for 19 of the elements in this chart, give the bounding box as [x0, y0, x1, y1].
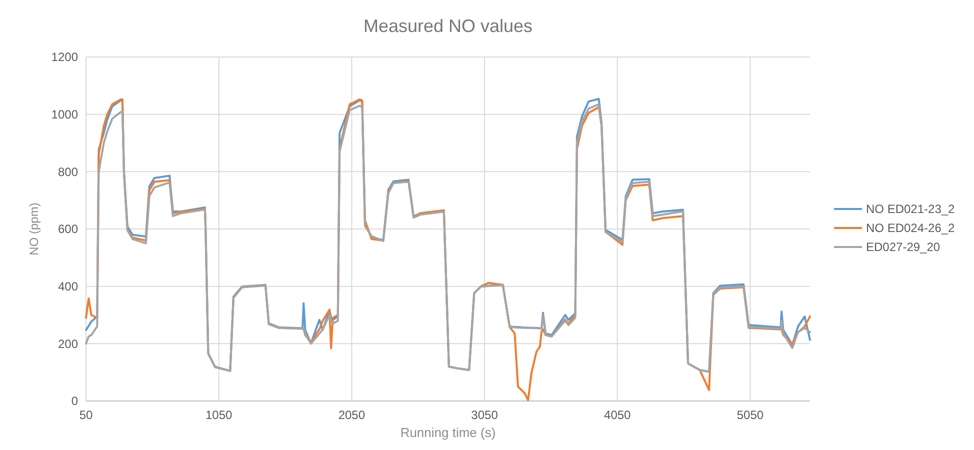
- x-tick-label: 1050: [205, 408, 233, 422]
- x-tick-label: 4050: [604, 408, 632, 422]
- y-tick-label: 800: [58, 164, 78, 179]
- chart-title: Measured NO values: [363, 16, 533, 36]
- y-axis-title: NO (ppm): [27, 202, 41, 256]
- y-tick-label: 0: [71, 394, 78, 408]
- x-tick-label: 3050: [471, 408, 498, 422]
- y-tick-label: 1200: [51, 50, 78, 64]
- y-tick-label: 200: [58, 336, 78, 351]
- x-tick-label: 5050: [736, 408, 764, 422]
- x-tick-label: 50: [79, 408, 93, 422]
- legend-label: NO ED024-26_2: [866, 221, 956, 236]
- y-tick-label: 1000: [51, 108, 78, 122]
- y-tick-label: 400: [58, 280, 78, 294]
- legend-label: NO ED021-23_2: [866, 202, 956, 216]
- legend-label: ED027-29_20: [866, 240, 940, 254]
- x-tick-label: 2050: [338, 408, 366, 422]
- y-tick-label: 600: [58, 222, 78, 236]
- x-axis-title: Running time (s): [400, 425, 496, 440]
